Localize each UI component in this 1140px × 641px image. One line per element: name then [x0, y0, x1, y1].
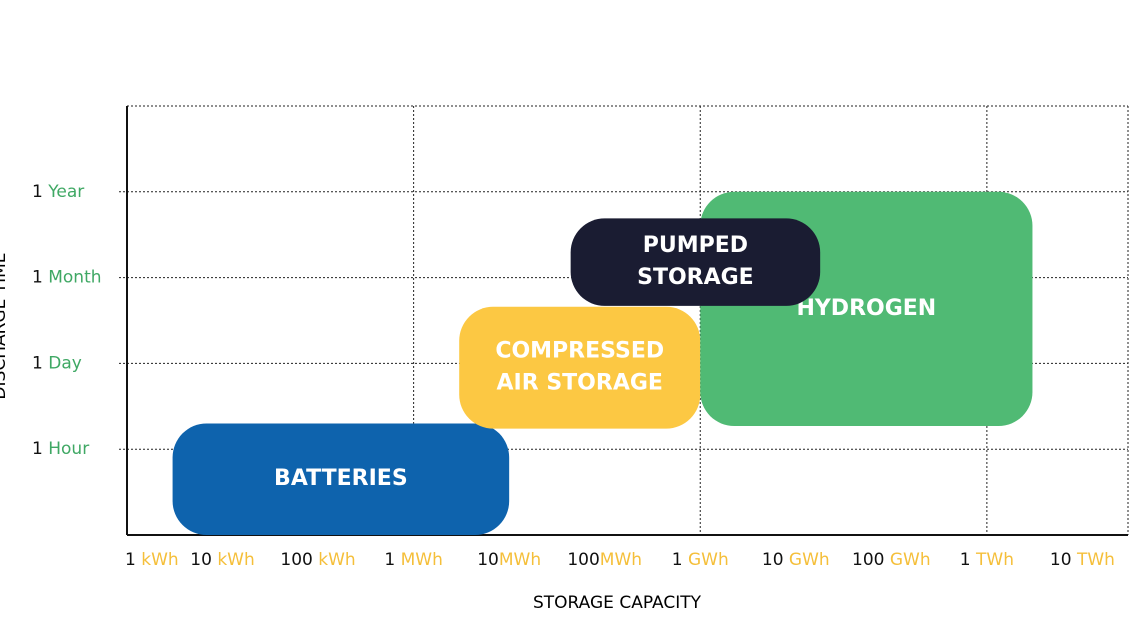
x-tick-label: 100MWh [567, 550, 642, 570]
x-tick-label-unit: GWh [884, 550, 930, 570]
range-box [459, 306, 701, 429]
x-tick-label-unit: MWh [499, 550, 541, 570]
x-tick-label-unit: GWh [784, 550, 830, 570]
range-label: PUMPED [643, 233, 748, 258]
y-tick-label: 1 Year [32, 182, 84, 202]
x-tick-label: 10MWh [477, 550, 541, 570]
range-label: HYDROGEN [796, 296, 936, 321]
x-tick-label: 1 MWh [384, 550, 442, 570]
y-tick-label: 1 Hour [32, 439, 89, 459]
x-tick-label: 10 TWh [1050, 550, 1115, 570]
y-tick-label-unit: Day [43, 353, 82, 373]
x-tick-label-number: 1 [960, 550, 971, 570]
y-tick-label-unit: Month [43, 268, 102, 288]
x-tick-label-number: 100 [280, 550, 312, 570]
x-tick-label: 1 kWh [125, 550, 179, 570]
x-tick-label: 100 kWh [280, 550, 355, 570]
x-tick-label-unit: kWh [212, 550, 255, 570]
x-tick-label-unit: GWh [683, 550, 729, 570]
x-tick-label-unit: kWh [136, 550, 179, 570]
range-box [172, 423, 510, 535]
y-tick-label-unit: Hour [43, 439, 89, 459]
x-tick-label: 10 kWh [190, 550, 254, 570]
x-tick-label-number: 100 [567, 550, 599, 570]
x-tick-label: 10 GWh [762, 550, 830, 570]
x-tick-label-unit: TWh [1072, 550, 1115, 570]
x-tick-label-unit: kWh [313, 550, 356, 570]
x-axis-label: STORAGE CAPACITY [533, 593, 702, 613]
y-tick-label-number: 1 [32, 439, 43, 459]
x-tick-label-number: 10 [477, 550, 499, 570]
range-label: COMPRESSED [495, 339, 664, 364]
x-tick-label-number: 1 [125, 550, 136, 570]
y-axis-label: DISCHARGE TIME [0, 252, 10, 399]
y-tick-label-unit: Year [43, 182, 84, 202]
y-tick-label-number: 1 [32, 353, 43, 373]
range-label: STORAGE [637, 265, 754, 290]
range-label: BATTERIES [274, 466, 408, 491]
x-tick-label: 1 TWh [960, 550, 1014, 570]
y-tick-label: 1 Day [32, 353, 82, 373]
x-tick-label-unit: MWh [395, 550, 443, 570]
y-tick-label-number: 1 [32, 182, 43, 202]
x-tick-label-number: 10 [1050, 550, 1072, 570]
range-label: AIR STORAGE [497, 371, 663, 396]
x-tick-label: 1 GWh [672, 550, 729, 570]
x-tick-label-number: 10 [762, 550, 784, 570]
x-tick-label-unit: TWh [971, 550, 1014, 570]
x-tick-label-number: 1 [672, 550, 683, 570]
x-tick-label-unit: MWh [600, 550, 642, 570]
y-tick-label: 1 Month [32, 268, 102, 288]
x-tick-label: 100 GWh [852, 550, 931, 570]
x-tick-label-number: 1 [384, 550, 395, 570]
range-box [570, 218, 821, 306]
x-tick-label-number: 10 [190, 550, 212, 570]
y-tick-label-number: 1 [32, 268, 43, 288]
x-tick-label-number: 100 [852, 550, 884, 570]
